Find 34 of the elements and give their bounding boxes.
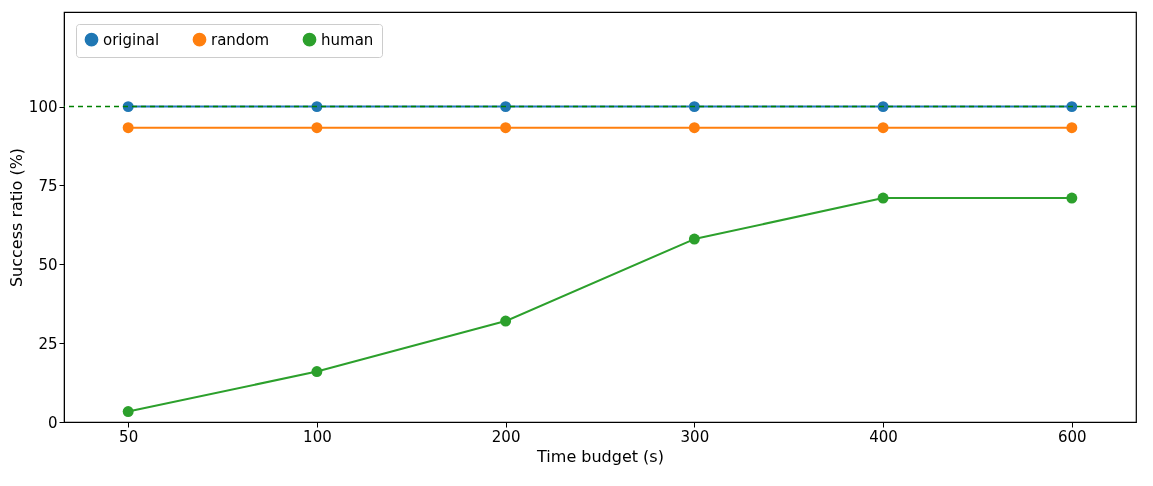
x-tick-label: 600 — [1058, 427, 1087, 446]
point — [688, 101, 700, 113]
point — [122, 122, 134, 134]
legend-label: human — [321, 30, 374, 49]
y-tick-label: 100 — [28, 98, 58, 117]
point — [500, 315, 512, 327]
legend-label: original — [103, 30, 160, 49]
x-tick-label: 200 — [491, 427, 521, 446]
point — [1066, 122, 1078, 134]
y-tick-label: 50 — [38, 255, 58, 274]
point — [122, 406, 134, 418]
point — [1066, 192, 1078, 204]
point — [311, 122, 323, 134]
x-tick-label: 100 — [303, 427, 332, 446]
x-tick-label: 50 — [119, 427, 139, 446]
point — [122, 101, 134, 113]
legend-label: random — [211, 30, 270, 49]
point — [877, 122, 889, 134]
x-axis-title: Time budget (s) — [536, 446, 664, 466]
point — [688, 233, 700, 245]
y-tick-label: 25 — [38, 334, 58, 353]
x-tick-label: 300 — [680, 427, 710, 446]
point — [311, 101, 323, 113]
x-tick-label: 400 — [869, 427, 898, 446]
point — [500, 122, 512, 134]
point — [1066, 101, 1078, 113]
y-axis-title: Success ratio (%) — [6, 147, 26, 288]
point — [877, 192, 889, 204]
point — [500, 101, 512, 113]
y-tick-label: 75 — [38, 176, 58, 195]
point — [688, 122, 700, 134]
y-tick-label: 0 — [47, 413, 58, 432]
point — [311, 366, 323, 377]
point — [877, 101, 889, 113]
